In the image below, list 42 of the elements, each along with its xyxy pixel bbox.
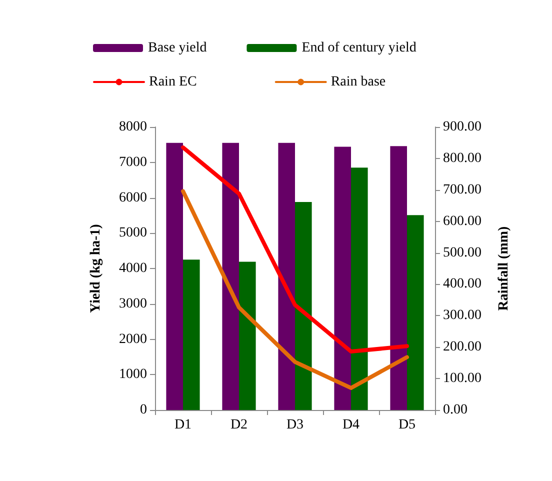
legend-label: Base yield (148, 40, 207, 56)
x-tick-label: D5 (398, 418, 416, 432)
y2-tick-label: 300.00 (443, 308, 482, 324)
y2-axis-title: Rainfall (mm) (496, 226, 512, 311)
x-tick-label: D1 (174, 418, 192, 432)
bar (407, 215, 424, 410)
y-tick-label: 5000 (119, 226, 147, 241)
y-tick-label: 2000 (119, 332, 147, 347)
bar (278, 142, 295, 410)
bar (166, 142, 183, 410)
y2-tick-label: 700.00 (443, 182, 482, 198)
x-tick-label: D4 (342, 418, 360, 432)
y-axis-title: Yield (kg ha-1) (88, 224, 104, 313)
legend-label: End of century yield (302, 40, 416, 56)
bar (334, 146, 351, 410)
legend-label: Rain EC (149, 74, 197, 90)
y2-tick-label: 800.00 (443, 150, 482, 166)
y-tick-label: 3000 (119, 296, 147, 312)
line-series (181, 145, 409, 354)
y-tick-label: 4000 (119, 261, 147, 276)
bar (222, 142, 239, 410)
y-tick-label: 7000 (119, 154, 147, 170)
y2-tick-label: 200.00 (443, 340, 482, 355)
legend-label: Rain base (330, 74, 386, 90)
y2-tick-label: 500.00 (443, 245, 482, 260)
y-tick-label: 8000 (119, 120, 147, 134)
x-tick-label: D2 (230, 418, 248, 432)
bar (239, 262, 256, 410)
y2-tick-label: 600.00 (443, 214, 482, 229)
bar (351, 168, 368, 410)
bar (295, 202, 312, 410)
y2-tick-label: 900.00 (443, 120, 482, 134)
x-tick-label: D3 (286, 418, 304, 432)
line-series (181, 189, 409, 390)
bar (183, 260, 200, 410)
bar (390, 146, 407, 410)
y-tick-label: 1000 (119, 367, 147, 382)
y2-tick-label: 100.00 (443, 371, 482, 386)
y-tick-label: 6000 (119, 190, 147, 206)
y2-tick-label: 400.00 (443, 276, 482, 292)
y-tick-label: 0 (140, 402, 147, 418)
y2-tick-label: 0.00 (443, 402, 468, 418)
